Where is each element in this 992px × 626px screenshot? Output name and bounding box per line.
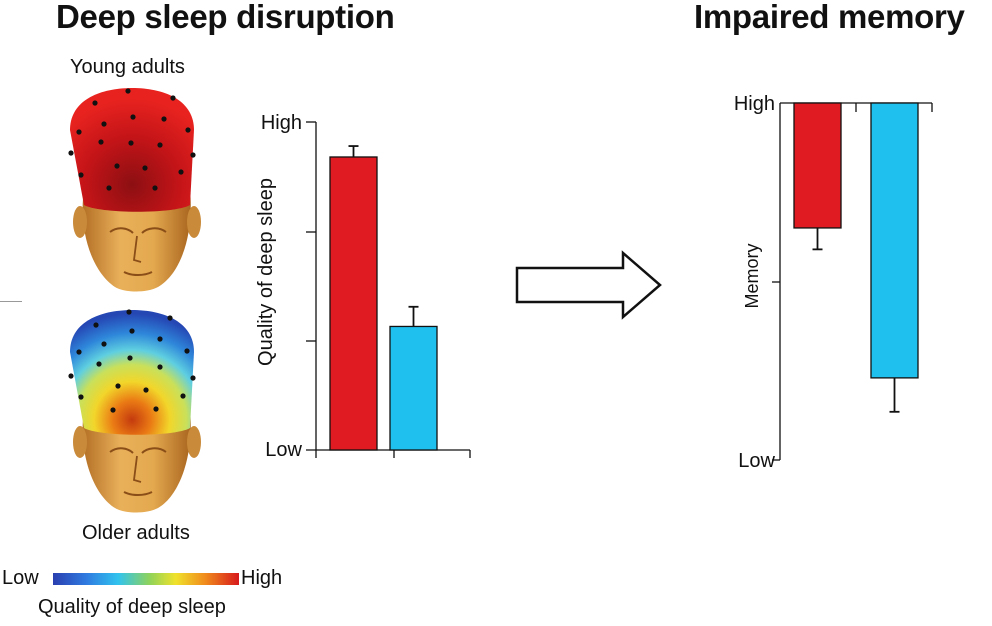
color-scale-high-label: High — [241, 567, 283, 589]
chart1-y-label: Quality of deep sleep — [255, 178, 277, 366]
color-scale-bar — [53, 573, 239, 585]
older-adults-label: Older adults — [82, 522, 190, 544]
memory-chart: High Low Memory — [734, 93, 933, 472]
chart1-ytick-low: Low — [265, 439, 302, 461]
chart1-errorbar-older — [408, 305, 419, 327]
chart2-errorbar-older — [889, 377, 900, 413]
color-scale-low-label: Low — [2, 567, 39, 589]
chart2-errorbar-young — [812, 227, 823, 251]
right-arrow-icon — [515, 250, 662, 320]
sleep-quality-chart: High Low Quality of deep sleep — [255, 112, 471, 461]
older-face-icon — [73, 410, 201, 513]
color-scale-caption: Quality of deep sleep — [38, 596, 226, 618]
chart2-ytick-low: Low — [738, 450, 775, 472]
chart2-bar-older — [870, 102, 919, 379]
young-face-icon — [73, 190, 201, 292]
right-title: Impaired memory — [694, 0, 965, 35]
chart1-ytick-high: High — [261, 112, 302, 134]
chart1-errorbar-young — [348, 145, 359, 157]
young-adults-label: Young adults — [70, 56, 185, 78]
edge-tick-divider — [0, 301, 22, 302]
older-adults-head-illustration — [68, 309, 201, 513]
left-title: Deep sleep disruption — [56, 0, 395, 35]
chart2-ytick-high: High — [734, 93, 775, 115]
young-adults-head-illustration — [68, 88, 201, 292]
chart1-bar-young — [329, 156, 378, 451]
chart2-y-label: Memory — [742, 243, 762, 308]
chart1-bar-older — [389, 325, 438, 451]
young-electrode-dots — [68, 88, 196, 191]
older-electrode-dots — [68, 309, 196, 413]
chart2-bar-young — [793, 102, 842, 229]
